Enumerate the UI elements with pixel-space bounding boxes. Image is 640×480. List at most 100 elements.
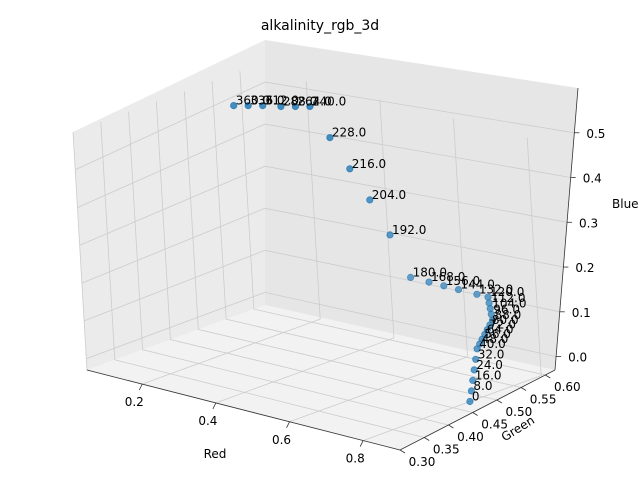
- grid-line-blue: [77, 123, 571, 208]
- green-tick-mark: [520, 387, 527, 391]
- grid-line-blue: [75, 81, 575, 171]
- data-point: [277, 102, 285, 111]
- green-tick-mark: [424, 437, 430, 441]
- grid-line-blue: [79, 165, 568, 246]
- blue-tick-label: 0.4: [583, 172, 602, 186]
- point-label: 240.0: [312, 95, 346, 109]
- red-tick-label: 0.2: [125, 395, 144, 409]
- red-tick-label: 0.8: [346, 452, 365, 466]
- data-point: [326, 134, 334, 142]
- data-point: [259, 102, 267, 110]
- data-point: [406, 273, 415, 281]
- grid-line-green: [156, 101, 473, 413]
- point-label: 88.0: [495, 308, 522, 322]
- data-point: [469, 376, 477, 384]
- grid-line-red: [215, 99, 395, 404]
- data-point: [306, 102, 314, 111]
- blue-tick-label: 0.0: [568, 351, 587, 365]
- point-label: 72.0: [489, 318, 516, 332]
- grid-line-blue: [86, 291, 557, 360]
- green-tick-mark: [545, 374, 551, 379]
- axis-lines: [86, 87, 579, 451]
- green-tick-label: 0.50: [506, 405, 533, 419]
- point-label: 216.0: [352, 157, 386, 171]
- point-label: 8.0: [473, 379, 492, 393]
- point-label: 40.0: [479, 337, 506, 351]
- point-label: 132.0: [479, 282, 513, 296]
- green-tick-label: 0.55: [530, 393, 557, 407]
- grid-line-green: [183, 91, 497, 401]
- blue-tick-label: 0.1: [572, 306, 591, 320]
- floor-pane: [87, 305, 555, 450]
- grid-line-red: [142, 81, 321, 385]
- green-tick-label: 0.40: [457, 430, 484, 444]
- point-label: 112.0: [491, 291, 525, 305]
- green-tick-mark: [496, 399, 503, 404]
- red-tick-label: 0.4: [198, 414, 217, 428]
- data-point: [466, 397, 474, 406]
- point-labels: 08.016.024.032.040.048.056.064.072.080.0…: [236, 94, 527, 404]
- point-label: 264.0: [297, 95, 331, 109]
- point-label: 64.0: [487, 322, 514, 336]
- grid-line-green: [239, 71, 546, 376]
- green-tick-label: 0.30: [409, 455, 436, 469]
- right-back-pane: [265, 40, 578, 370]
- point-label: 16.0: [475, 368, 502, 382]
- point-label: 96.0: [493, 302, 520, 316]
- point-label: 180.0: [413, 265, 447, 279]
- blue-axis-line: [554, 87, 579, 371]
- grid-line-green: [211, 81, 522, 388]
- point-label: 228.0: [332, 126, 366, 140]
- green-tick-mark: [448, 424, 454, 429]
- red-tick-label: 0.6: [272, 433, 291, 447]
- point-label: 168.0: [431, 270, 465, 284]
- data-point: [467, 387, 475, 395]
- data-point: [440, 282, 448, 290]
- red-tick-mark: [359, 440, 364, 447]
- point-label: 144.0: [461, 278, 495, 292]
- point-label: 204.0: [372, 188, 406, 202]
- red-axis-line: [86, 369, 401, 451]
- data-point: [425, 278, 433, 286]
- data-point: [473, 290, 481, 298]
- data-point: [470, 366, 478, 374]
- point-label: 288.0: [283, 95, 317, 109]
- point-label: 0: [472, 390, 480, 404]
- data-point: [244, 102, 252, 110]
- data-point: [472, 355, 480, 363]
- blue-tick-label: 0.5: [586, 127, 605, 141]
- point-label: 80.0: [492, 313, 519, 327]
- grid-line-green: [100, 121, 425, 438]
- axes-panes: [73, 40, 578, 450]
- green-tick-mark: [472, 412, 478, 416]
- data-point: [366, 196, 374, 204]
- point-label: 156.0: [446, 274, 480, 288]
- green-tick-mark: [399, 449, 406, 454]
- point-label: 56.0: [484, 327, 511, 341]
- red-tick-mark: [286, 421, 290, 428]
- red-tick-mark: [138, 383, 143, 391]
- point-label: 104.0: [492, 297, 526, 311]
- x-axis-label: Red: [204, 447, 227, 461]
- point-label: 192.0: [392, 223, 426, 237]
- point-label: 48.0: [482, 332, 509, 346]
- data-point: [291, 102, 299, 111]
- green-tick-label: 0.45: [481, 418, 508, 432]
- grid-line-blue: [81, 207, 564, 284]
- grid-line-green: [128, 111, 449, 426]
- left-back-pane: [73, 40, 265, 370]
- green-tick-label: 0.35: [433, 443, 460, 457]
- data-point: [454, 285, 463, 294]
- grid-lines: [72, 71, 575, 451]
- data-points: [230, 102, 497, 406]
- point-label: 360.0: [236, 94, 270, 108]
- data-point: [346, 165, 354, 173]
- z-axis-label: Blue: [612, 197, 639, 211]
- chart-title: alkalinity_rgb_3d: [261, 18, 379, 34]
- point-label: 32.0: [478, 347, 505, 361]
- blue-tick-label: 0.3: [579, 216, 598, 230]
- point-label: 312.0: [265, 94, 299, 108]
- tick-labels: 0.20.40.60.8 0.300.350.400.450.500.550.60…: [125, 127, 606, 469]
- red-tick-mark: [212, 402, 217, 410]
